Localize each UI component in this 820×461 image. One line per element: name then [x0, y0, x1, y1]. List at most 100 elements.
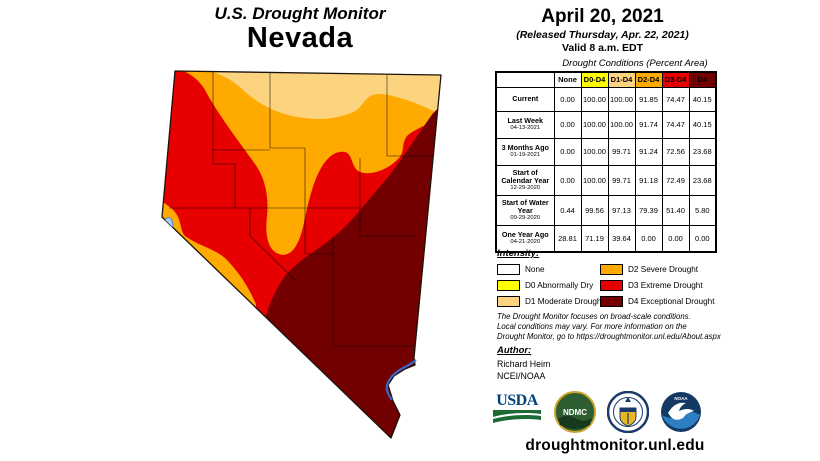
none-swatch — [497, 263, 520, 275]
cell-value: 79.39 — [634, 194, 663, 226]
row-date: 04-13-2021 — [510, 125, 541, 131]
d2-severe-region — [183, 71, 441, 255]
cell-value: 72.56 — [661, 137, 690, 166]
cell-value: 51.40 — [661, 194, 690, 226]
cell-value: 0.44 — [553, 194, 582, 226]
corner-cell — [495, 71, 555, 88]
map-date: April 20, 2021 — [541, 6, 664, 27]
cell-value: 100.00 — [580, 137, 609, 166]
legend-item-d4: D4 Exceptional Drought — [600, 293, 714, 309]
ndmc-logo: NDMC — [554, 391, 596, 433]
cell-value: 0.00 — [688, 224, 717, 253]
cell-value: 91.85 — [634, 86, 663, 112]
cell-value: 99.56 — [580, 194, 609, 226]
cell-value: 100.00 — [580, 164, 609, 196]
cell-value: 0.00 — [553, 137, 582, 166]
cell-value: 74.47 — [661, 86, 690, 112]
row-label: Start of Water Year — [501, 197, 549, 215]
row-label: Current — [512, 94, 539, 103]
row-label: 3 Months Ago — [501, 143, 549, 152]
author-org: NCEI/NOAA — [497, 371, 546, 381]
cell-value: 71.19 — [580, 224, 609, 253]
table-row: Start of Calendar Year 12-29-2020 0.00 10… — [495, 164, 717, 196]
usda-green-swoosh — [493, 409, 541, 423]
legend-column-left: None D0 Abnormally Dry D1 Moderate Droug… — [497, 261, 604, 309]
table-row: 3 Months Ago 01-19-2021 0.00 100.00 99.71… — [495, 137, 717, 166]
col-d0d4: D0-D4 — [580, 71, 609, 88]
cell-value: 72.49 — [661, 164, 690, 196]
legend-label: D0 Abnormally Dry — [525, 280, 594, 290]
commerce-seal-logo — [607, 391, 649, 433]
cell-value: 100.00 — [580, 110, 609, 139]
author-name: Richard Heim — [497, 359, 551, 369]
legend-label: D2 Severe Drought — [628, 264, 699, 274]
state-outline — [161, 70, 442, 439]
cell-value: 0.00 — [553, 86, 582, 112]
cell-value: 28.81 — [553, 224, 582, 253]
legend-label: D4 Exceptional Drought — [628, 296, 715, 306]
legend-title: Intensity: — [497, 248, 540, 259]
nevada-drought-map — [161, 70, 442, 439]
svg-text:NDMC: NDMC — [563, 408, 587, 417]
legend-column-right: D2 Severe Drought D3 Extreme Drought D4 … — [600, 261, 714, 309]
cell-value: 0.00 — [553, 164, 582, 196]
released-date: (Released Thursday, Apr. 22, 2021) — [516, 29, 689, 41]
disclaimer-notes: The Drought Monitor focuses on broad-sca… — [497, 312, 721, 342]
cell-value: 0.00 — [634, 224, 663, 253]
d4-swatch — [600, 295, 623, 307]
col-d1d4: D1-D4 — [607, 71, 636, 88]
d3-swatch — [600, 279, 623, 291]
row-label: Start of Calendar Year — [501, 167, 550, 185]
col-d3d4: D3-D4 — [661, 71, 690, 88]
notes-line: The Drought Monitor focuses on broad-sca… — [497, 312, 691, 321]
cell-value: 0.00 — [661, 224, 690, 253]
cell-value: 91.74 — [634, 110, 663, 139]
cell-value: 5.80 — [688, 194, 717, 226]
table-header-row: None D0-D4 D1-D4 D2-D4 D3-D4 D4 — [495, 71, 717, 88]
lake-tahoe — [163, 217, 174, 233]
notes-line: Drought Monitor, go to https://droughtmo… — [497, 332, 721, 341]
legend-item-none: None — [497, 261, 604, 277]
row-date: 09-29-2020 — [510, 214, 541, 221]
cell-value: 23.68 — [688, 164, 717, 196]
svg-text:NOAA: NOAA — [674, 396, 688, 401]
col-d4: D4 — [688, 71, 717, 88]
legend-item-d3: D3 Extreme Drought — [600, 277, 714, 293]
d1-moderate-region — [210, 71, 441, 119]
table-row: Last Week 04-13-2021 0.00 100.00 100.00 9… — [495, 110, 717, 139]
legend-label: None — [525, 264, 545, 274]
drought-monitor-url[interactable]: droughtmonitor.unl.edu — [525, 437, 705, 454]
legend-label: D3 Extreme Drought — [628, 280, 703, 290]
d1-swatch — [497, 295, 520, 307]
valid-time: Valid 8 a.m. EDT — [561, 42, 644, 54]
row-label: Last Week — [507, 116, 543, 125]
county-lines — [169, 71, 441, 347]
cell-value: 100.00 — [607, 86, 636, 112]
table-caption: Drought Conditions (Percent Area) — [562, 58, 708, 69]
cell-value: 99.71 — [607, 137, 636, 166]
cell-value: 91.24 — [634, 137, 663, 166]
colorado-river — [385, 359, 417, 401]
state-title: Nevada — [246, 22, 354, 54]
cell-value: 23.68 — [688, 137, 717, 166]
row-date: 04-21-2020 — [510, 238, 541, 245]
cell-value: 39.64 — [607, 224, 636, 253]
cell-value: 74.47 — [661, 110, 690, 139]
page-title: U.S. Drought Monitor — [214, 4, 386, 23]
legend-item-d0: D0 Abnormally Dry — [497, 277, 604, 293]
cell-value: 100.00 — [607, 110, 636, 139]
cell-value: 100.00 — [580, 86, 609, 112]
row-label: One Year Ago — [501, 229, 549, 239]
legend-label: D1 Moderate Drought — [525, 296, 604, 306]
drought-conditions-table: None D0-D4 D1-D4 D2-D4 D3-D4 D4 Current … — [495, 71, 717, 253]
legend-item-d2: D2 Severe Drought — [600, 261, 714, 277]
d0-swatch — [497, 279, 520, 291]
cell-value: 40.15 — [688, 86, 717, 112]
usda-logo: USDA — [491, 392, 543, 431]
row-date: 12-29-2020 — [510, 184, 541, 191]
notes-line: Local conditions may vary. For more info… — [497, 322, 687, 331]
noaa-logo: NOAA — [661, 392, 701, 432]
cell-value: 91.18 — [634, 164, 663, 196]
table-row: One Year Ago 04-21-2020 28.81 71.19 39.64… — [495, 224, 717, 253]
cell-value: 40.15 — [688, 110, 717, 139]
